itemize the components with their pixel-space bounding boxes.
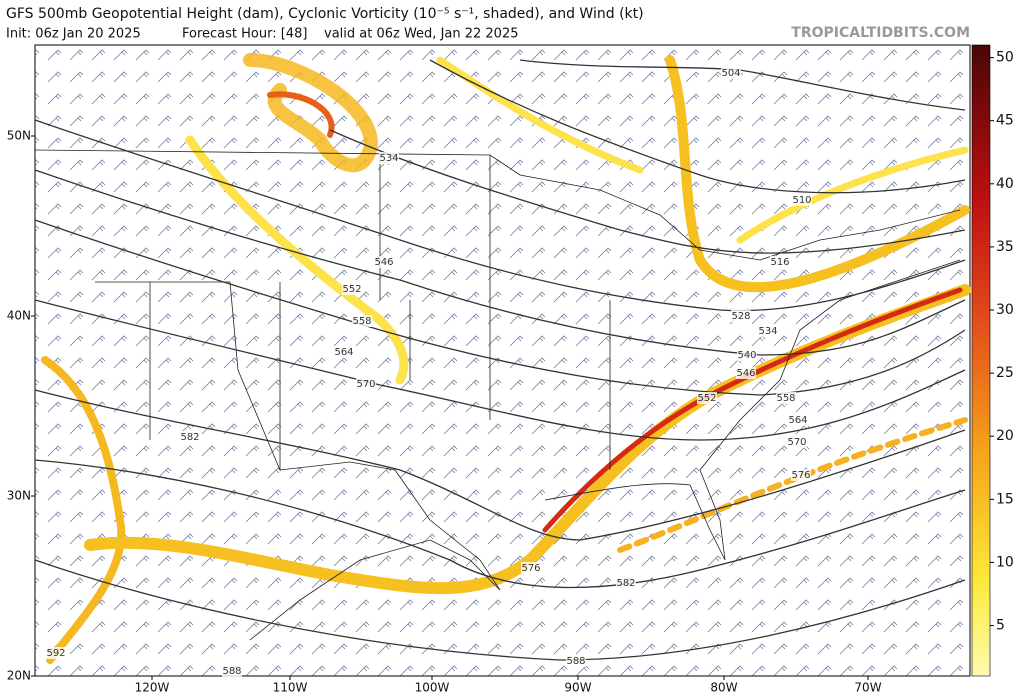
colorbar (971, 44, 991, 677)
contour-label-bg (737, 349, 757, 361)
contour-label-bg (352, 315, 372, 327)
contour-label: 528 (731, 311, 750, 322)
contour-label-bg (792, 194, 812, 206)
contour-label: 552 (342, 284, 361, 295)
lon-label: 120W (135, 681, 170, 695)
contour-label: 516 (770, 257, 789, 268)
contour-label-bg (342, 283, 362, 295)
contour-label-bg (180, 431, 200, 443)
contour-label: 534 (379, 153, 398, 164)
height-contours (34, 59, 966, 661)
forecast-hour: Forecast Hour: [48] (182, 27, 307, 42)
contour-label: 592 (46, 648, 65, 659)
contour-label-bg (791, 469, 811, 481)
contour-label-bg (787, 436, 807, 448)
colorbar-tick-label: 5 (996, 618, 1005, 634)
valid-time: valid at 06z Wed, Jan 22 2025 (324, 27, 519, 42)
contour-label: 552 (697, 393, 716, 404)
contour-label-bg (379, 152, 399, 164)
contour-label-bg (334, 346, 354, 358)
contour-label-bg (222, 665, 242, 677)
lat-label: 50N (7, 129, 31, 143)
contour-label: 582 (180, 432, 199, 443)
contour-label: 582 (616, 578, 635, 589)
contour-label: 576 (791, 470, 810, 481)
colorbar-tick-label: 30 (996, 302, 1014, 318)
contour-label-bg (731, 310, 751, 322)
credit: TROPICALTIDBITS.COM (791, 25, 970, 41)
contour-label-bg (721, 67, 741, 79)
contour-label-bg (616, 577, 636, 589)
contour-label-bg (758, 325, 778, 337)
contour-label: 546 (374, 257, 393, 268)
map-area: 504 510 516 528 534 534 540 546 546 552 552 558 558 5… (34, 44, 971, 677)
lon-label: 90W (564, 681, 591, 695)
title: GFS 500mb Geopotential Height (dam), Cyc… (6, 6, 644, 22)
lon-label: 110W (273, 681, 308, 695)
colorbar-tick-label: 25 (996, 365, 1014, 381)
lon-label: 100W (415, 681, 450, 695)
colorbar-tick-label: 45 (996, 113, 1014, 129)
contour-label: 564 (334, 347, 353, 358)
lat-label: 20N (7, 669, 31, 683)
contour-label-bg (566, 655, 586, 667)
contour-label: 504 (721, 68, 740, 79)
contour-label: 558 (352, 316, 371, 327)
colorbar-tick-label: 35 (996, 239, 1014, 255)
contour-label: 546 (736, 368, 755, 379)
contour-label-bg (521, 562, 541, 574)
contour-label-bg (776, 392, 796, 404)
lat-label: 40N (7, 309, 31, 323)
contour-label: 510 (792, 195, 811, 206)
colorbar-tick-label: 10 (996, 554, 1014, 570)
contour-label: 540 (737, 350, 756, 361)
colorbar-tick-label: 20 (996, 428, 1014, 444)
contour-label-bg (770, 256, 790, 268)
contour-label-bg (736, 367, 756, 379)
init-time: Init: 06z Jan 20 2025 (6, 27, 141, 42)
contour-label-bg (697, 392, 717, 404)
contour-label: 588 (222, 666, 241, 677)
contour-label: 576 (521, 563, 540, 574)
contour-label: 564 (788, 415, 807, 426)
contour-label: 570 (356, 379, 375, 390)
colorbar-tick-label: 40 (996, 176, 1014, 192)
lat-label: 30N (7, 489, 31, 503)
contour-labels: 504 510 516 528 534 534 540 546 546 552 552 558 558 5… (46, 67, 812, 677)
lon-label: 80W (710, 681, 737, 695)
contour-label-bg (374, 256, 394, 268)
colorbar-tick-label: 15 (996, 491, 1014, 507)
contour-label-bg (46, 647, 66, 659)
contour-label: 570 (787, 437, 806, 448)
lon-label: 70W (854, 681, 881, 695)
contour-label: 534 (758, 326, 777, 337)
contour-label-bg (356, 378, 376, 390)
colorbar-tick-label: 50 (996, 50, 1014, 66)
borders (34, 149, 961, 641)
contour-label-bg (788, 414, 808, 426)
contour-label: 588 (566, 656, 585, 667)
contour-label: 558 (776, 393, 795, 404)
